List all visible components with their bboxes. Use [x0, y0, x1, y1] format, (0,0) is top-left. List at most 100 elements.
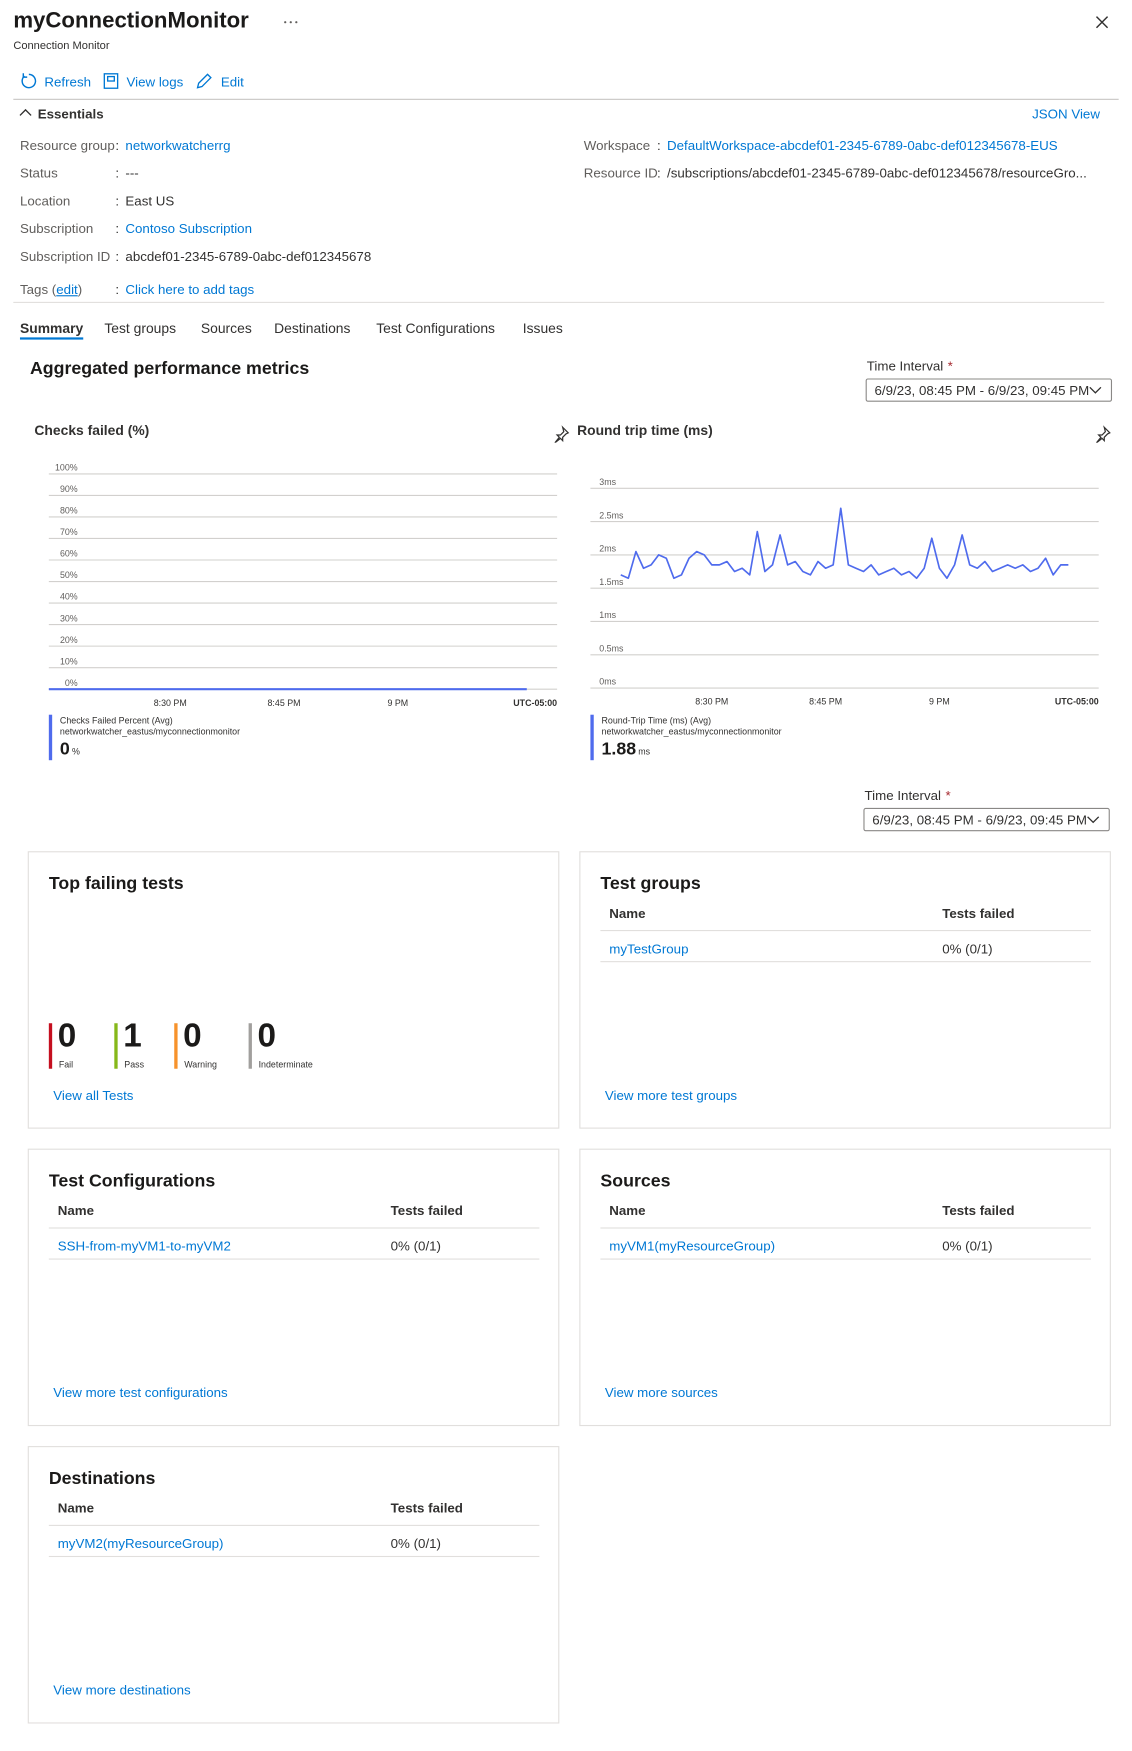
field-label: Location [19, 193, 71, 209]
field-link[interactable]: networkwatcherrg [125, 137, 231, 154]
legend-resource: networkwatcher_eastus/myconnectionmonito… [601, 726, 782, 737]
summary-value: 1.88 [601, 740, 637, 760]
chart-title: Checks failed (%) [34, 422, 150, 439]
toolbar-button[interactable]: Edit [220, 74, 244, 90]
tab[interactable]: Test Configurations [376, 320, 495, 337]
status-bar [248, 1023, 252, 1069]
column-header: Name [57, 1203, 94, 1219]
divider [13, 301, 1105, 303]
summary-unit: % [72, 746, 80, 757]
row-divider [600, 961, 1091, 963]
y-tick-label: 60% [60, 549, 78, 559]
tags-prefix: Tags ( [19, 281, 57, 298]
time-interval-value: 6/9/23, 08:45 PM - 6/9/23, 09:45 PM [874, 382, 1090, 399]
tags-suffix: ) [77, 281, 83, 298]
x-tick-label: 9 PM [929, 697, 950, 707]
status-count: 0 [57, 1017, 77, 1055]
page-subtitle: Connection Monitor [13, 39, 110, 53]
collapse-chevron[interactable] [19, 108, 32, 119]
row-divider [600, 1258, 1091, 1260]
time-interval-dropdown[interactable]: 6/9/23, 08:45 PM - 6/9/23, 09:45 PM [863, 807, 1110, 832]
row-divider [48, 1555, 540, 1558]
card [27, 1446, 560, 1724]
tab[interactable]: Sources [200, 320, 252, 337]
card-title: Sources [600, 1171, 671, 1191]
tab[interactable]: Issues [522, 320, 563, 337]
row-value: 0% (0/1) [942, 941, 993, 957]
card [579, 851, 1111, 1129]
tab[interactable]: Destinations [274, 320, 351, 337]
card-link[interactable]: View more destinations [53, 1682, 191, 1698]
view-logs-icon[interactable] [102, 72, 120, 90]
y-tick-label: 3ms [599, 477, 616, 487]
tags-edit-link[interactable]: edit [56, 281, 78, 298]
pin-icon[interactable] [1094, 425, 1112, 443]
field-link[interactable]: DefaultWorkspace-abcdef01-2345-6789-0abc… [666, 137, 1058, 154]
status-label: Fail [58, 1059, 74, 1070]
card-link[interactable]: View more test groups [604, 1087, 738, 1104]
card-title: Destinations [48, 1469, 156, 1489]
add-tags-link[interactable]: Click here to add tags [125, 281, 255, 298]
close-button[interactable] [1095, 16, 1109, 29]
card-title: Top failing tests [48, 874, 184, 894]
tab[interactable]: Test groups [104, 320, 177, 337]
y-tick-label: 0% [65, 678, 78, 688]
field-label: Status [19, 165, 58, 181]
tags-label: Tags (edit) [20, 282, 82, 298]
column-header: Name [609, 1203, 646, 1219]
edit-icon[interactable] [195, 72, 213, 90]
tab[interactable]: Summary [19, 321, 84, 340]
field-value: --- [125, 165, 139, 181]
toolbar-button[interactable]: View logs [126, 74, 184, 90]
column-header: Tests failed [942, 1203, 1015, 1219]
row-link[interactable]: myVM2(myResourceGroup) [57, 1535, 224, 1552]
line-series [620, 507, 1069, 580]
field-link[interactable]: Contoso Subscription [125, 220, 253, 237]
field-separator: : [657, 137, 661, 154]
card-link[interactable]: View more test configurations [53, 1385, 228, 1401]
summary-value: 0 [59, 740, 70, 760]
summary-unit: ms [638, 746, 651, 757]
field-separator: : [657, 165, 661, 181]
y-tick-label: 2.5ms [599, 510, 624, 520]
legend-swatch [48, 714, 53, 761]
field-value: /subscriptions/abcdef01-2345-6789-0abc-d… [666, 165, 1087, 181]
row-link[interactable]: myVM1(myResourceGroup) [609, 1238, 776, 1255]
legend-swatch [590, 714, 594, 761]
time-interval-label: Time Interval * [867, 358, 953, 374]
timezone-label: UTC-05:00 [1055, 697, 1099, 707]
row-value: 0% (0/1) [390, 1238, 441, 1255]
column-header: Tests failed [390, 1203, 463, 1219]
y-tick-label: 100% [55, 463, 78, 473]
column-header: Tests failed [390, 1500, 463, 1516]
time-interval-text: Time Interval [866, 358, 944, 375]
toolbar-button[interactable]: Refresh [44, 74, 92, 90]
dropdown-chevron[interactable] [1086, 816, 1100, 825]
card-link[interactable]: View all Tests [53, 1087, 134, 1104]
refresh-icon[interactable] [20, 72, 38, 90]
y-tick-label: 20% [60, 635, 78, 645]
json-view-link[interactable]: JSON View [1032, 106, 1100, 123]
dropdown-chevron[interactable] [1089, 386, 1102, 395]
y-tick-label: 10% [60, 656, 78, 666]
row-value: 0% (0/1) [390, 1535, 441, 1552]
table-divider [48, 1227, 540, 1229]
field-value: abcdef01-2345-6789-0abc-def012345678 [125, 248, 372, 265]
time-interval-dropdown[interactable]: 6/9/23, 08:45 PM - 6/9/23, 09:45 PM [865, 378, 1113, 402]
card-link[interactable]: View more sources [604, 1385, 718, 1401]
essentials-heading: Essentials [37, 106, 104, 123]
field-separator: : [115, 220, 120, 237]
row-link[interactable]: SSH-from-myVM1-to-myVM2 [57, 1238, 231, 1255]
more-button[interactable] [283, 19, 299, 26]
column-header: Tests failed [942, 905, 1015, 922]
status-count: 0 [257, 1017, 276, 1055]
card-title: Test groups [600, 874, 701, 894]
section-heading: Aggregated performance metrics [29, 359, 310, 379]
y-tick-label: 2ms [599, 544, 616, 554]
status-label: Indeterminate [258, 1059, 313, 1070]
status-label: Pass [124, 1059, 145, 1070]
pin-icon[interactable] [553, 425, 571, 443]
timezone-label: UTC-05:00 [513, 698, 557, 708]
x-tick-label: 8:30 PM [695, 697, 728, 707]
row-link[interactable]: myTestGroup [609, 941, 689, 957]
